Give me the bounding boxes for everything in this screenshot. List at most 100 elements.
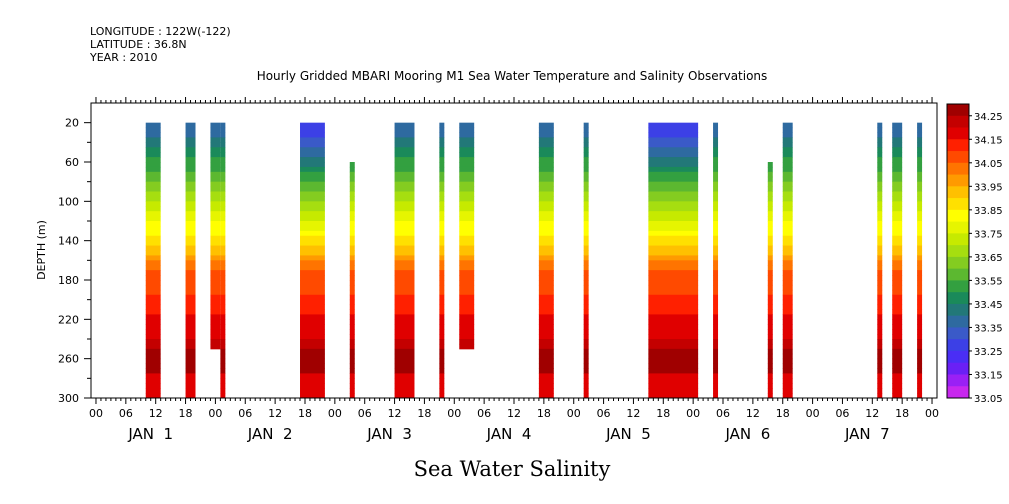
data-cell — [583, 348, 589, 355]
data-cell — [145, 235, 161, 242]
data-cell — [459, 250, 475, 256]
data-cell — [648, 383, 699, 389]
data-cell — [185, 339, 196, 345]
data-cell — [220, 201, 226, 207]
data-cell — [220, 343, 226, 350]
data-cell — [145, 343, 161, 350]
data-cell — [713, 339, 719, 345]
data-cell — [459, 230, 475, 237]
data-cell — [648, 191, 699, 197]
data-cell — [220, 235, 226, 242]
data-cell — [145, 280, 161, 286]
data-cell — [782, 127, 793, 133]
data-cell — [892, 334, 903, 340]
data-cell — [210, 201, 221, 207]
data-cell — [394, 299, 415, 306]
data-cell — [648, 132, 699, 138]
data-cell — [713, 181, 719, 188]
data-cell — [648, 162, 699, 168]
data-cell — [300, 388, 325, 394]
colorbar-label: 33.05 — [974, 394, 1003, 405]
x-axis: 00 06 12 18 00 06 12 18 00 06 12 18 00 06 12 18 00 06 12 18… — [89, 398, 939, 443]
data-cell — [394, 334, 415, 340]
data-cell — [349, 353, 355, 360]
data-cell — [185, 324, 196, 330]
colorbar-label: 34.15 — [974, 135, 1003, 146]
x-tick-label: 12 — [507, 407, 521, 420]
data-cell — [877, 235, 883, 242]
data-cell — [877, 270, 883, 276]
data-cell — [917, 339, 923, 345]
data-cell — [210, 127, 221, 133]
data-cell — [892, 319, 903, 325]
data-cell — [459, 171, 475, 178]
data-cell — [394, 216, 415, 222]
data-cell — [713, 368, 719, 374]
data-cell — [394, 250, 415, 256]
data-cell — [538, 265, 554, 271]
data-cell — [713, 132, 719, 138]
data-cell — [439, 142, 445, 148]
data-cell — [583, 122, 589, 129]
data-cell — [349, 343, 355, 350]
data-cell — [439, 334, 445, 340]
data-cell — [300, 289, 325, 296]
data-cell — [892, 201, 903, 207]
data-cell — [583, 368, 589, 374]
data-cell — [210, 299, 221, 306]
chart-title: Hourly Gridded MBARI Mooring M1 Sea Wate… — [257, 69, 768, 83]
data-cell — [145, 147, 161, 153]
data-cell — [538, 206, 554, 212]
data-cell — [917, 240, 923, 247]
data-cell — [210, 260, 221, 266]
data-cell — [648, 235, 699, 242]
data-cell — [538, 137, 554, 143]
data-cell — [538, 132, 554, 138]
data-cell — [583, 265, 589, 271]
data-cell — [538, 122, 554, 129]
data-cell — [877, 196, 883, 202]
data-cell — [583, 353, 589, 360]
data-cell — [782, 147, 793, 153]
data-cell — [349, 240, 355, 247]
data-cell — [220, 147, 226, 153]
data-cell — [185, 147, 196, 153]
data-cell — [349, 324, 355, 330]
data-cell — [782, 343, 793, 350]
data-cell — [767, 280, 773, 286]
data-cell — [538, 176, 554, 183]
data-cell — [394, 225, 415, 232]
data-cell — [713, 225, 719, 232]
data-cell — [877, 245, 883, 251]
data-cell — [210, 221, 221, 227]
data-cell — [300, 284, 325, 291]
data-cell — [185, 255, 196, 261]
x-day-label: JAN 1 — [127, 425, 173, 443]
data-cell — [892, 122, 903, 129]
data-cell — [459, 339, 475, 345]
data-cell — [439, 304, 445, 310]
data-cell — [439, 196, 445, 202]
data-cell — [877, 329, 883, 335]
data-cell — [892, 353, 903, 360]
data-cell — [538, 245, 554, 251]
data-cell — [210, 250, 221, 256]
data-cell — [892, 196, 903, 202]
data-cell — [300, 299, 325, 306]
data-cell — [145, 373, 161, 379]
data-cell — [782, 250, 793, 256]
data-cell — [877, 147, 883, 153]
data-cell — [713, 157, 719, 163]
colorbar-swatch — [947, 280, 969, 293]
data-cell — [782, 181, 793, 188]
data-cell — [459, 329, 475, 335]
y-axis-label: DEPTH (m) — [35, 220, 48, 280]
data-cell — [917, 378, 923, 384]
data-cell — [220, 289, 226, 296]
x-tick-label: 12 — [746, 407, 760, 420]
data-cell — [583, 162, 589, 168]
x-tick-label: 00 — [806, 407, 820, 420]
data-segment — [220, 122, 226, 399]
data-cell — [185, 211, 196, 217]
data-cell — [648, 324, 699, 330]
